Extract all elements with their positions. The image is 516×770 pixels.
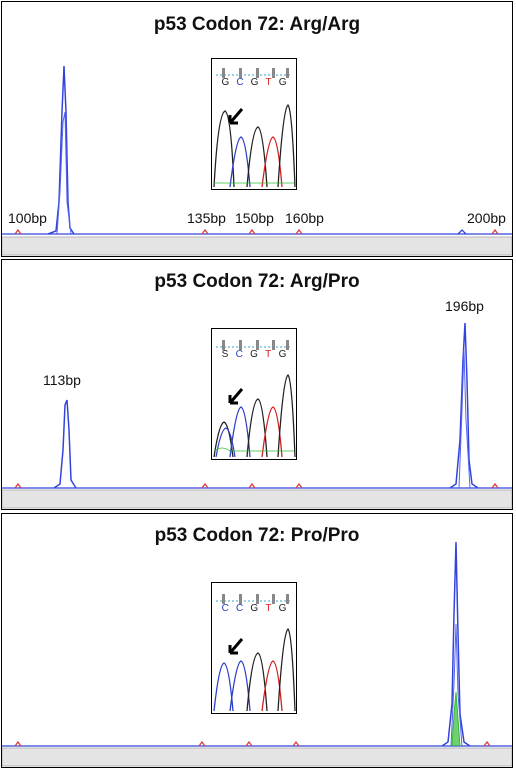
panel-title: p53 Codon 72: Arg/Arg bbox=[153, 14, 361, 35]
electropherogram-trace bbox=[2, 65, 512, 256]
base-call: G bbox=[250, 349, 258, 360]
electropherogram-trace bbox=[2, 541, 512, 767]
sequence-chromatogram-inset: G C G T G bbox=[211, 58, 297, 190]
panel-pro-pro: p53 Codon 72: Pro/Pro C C G T G bbox=[1, 513, 513, 768]
sequence-chromatogram-inset: C C G T G bbox=[211, 582, 297, 714]
base-call: G bbox=[278, 603, 287, 614]
base-call: C bbox=[221, 603, 229, 614]
base-call: S bbox=[221, 349, 229, 360]
inset-base-row: C C G T G bbox=[212, 603, 296, 614]
base-call: T bbox=[265, 349, 272, 360]
size-label-135bp: 135bp bbox=[187, 210, 226, 226]
base-call: G bbox=[250, 603, 259, 614]
panel-arg-pro: p53 Codon 72: Arg/Pro 113bp 196bp S C G … bbox=[1, 259, 513, 510]
inset-base-row: S C G T G bbox=[212, 349, 296, 360]
panel-title: p53 Codon 72: Arg/Pro bbox=[154, 271, 360, 292]
size-label-113bp: 113bp bbox=[43, 372, 81, 388]
base-call: T bbox=[265, 603, 272, 614]
size-label-100bp: 100bp bbox=[8, 210, 47, 226]
inset-base-row: G C G T G bbox=[212, 77, 296, 88]
sequence-chromatogram-inset: S C G T G bbox=[211, 328, 297, 460]
panel-arg-arg: p53 Codon 72: Arg/Arg 100bp 135bp 150bp … bbox=[1, 1, 513, 257]
size-label-196bp: 196bp bbox=[445, 298, 484, 314]
base-call: T bbox=[265, 77, 272, 88]
size-label-150bp: 150bp bbox=[235, 210, 274, 226]
base-call: G bbox=[278, 349, 287, 360]
base-call: G bbox=[221, 77, 230, 88]
base-call: C bbox=[235, 349, 243, 360]
base-call: G bbox=[278, 77, 287, 88]
panel-title: p53 Codon 72: Pro/Pro bbox=[154, 525, 360, 546]
size-label-160bp: 160bp bbox=[285, 210, 324, 226]
size-label-200bp: 200bp bbox=[467, 210, 506, 226]
base-call: C bbox=[235, 603, 244, 614]
electropherogram-trace bbox=[2, 322, 512, 509]
base-call: G bbox=[250, 77, 259, 88]
base-call: C bbox=[236, 77, 244, 88]
